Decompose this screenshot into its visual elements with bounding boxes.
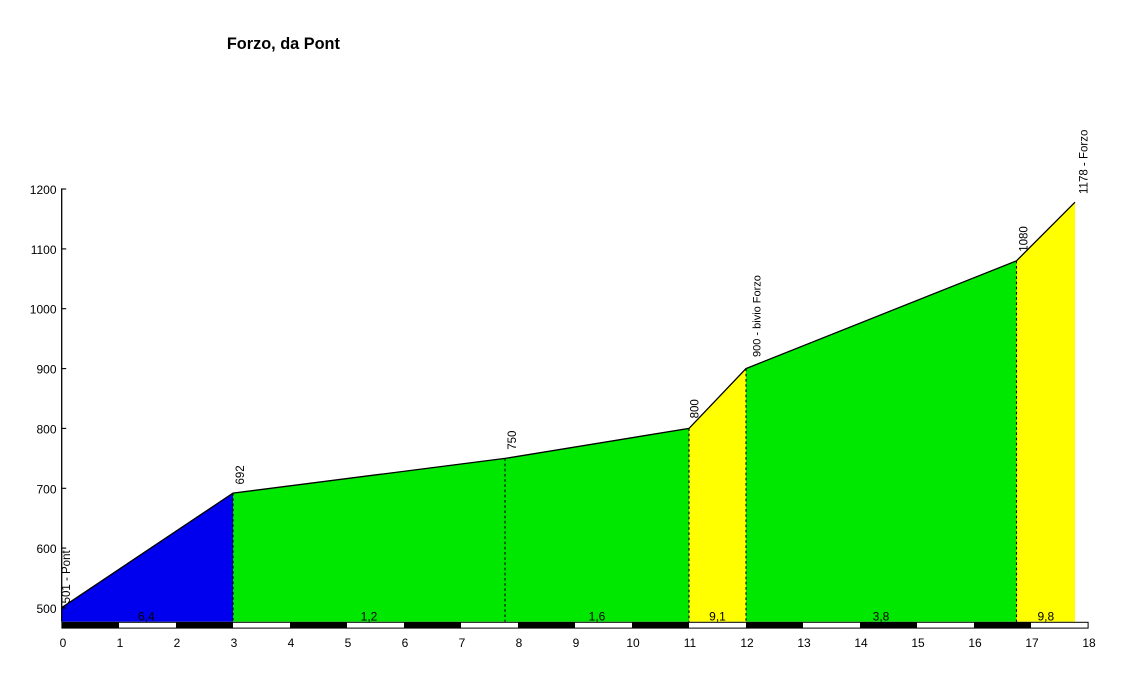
svg-text:1080: 1080 <box>1019 226 1031 252</box>
svg-text:501 - Pont: 501 - Pont <box>61 550 73 604</box>
svg-text:900: 900 <box>36 363 56 377</box>
svg-text:700: 700 <box>36 482 56 496</box>
svg-text:17: 17 <box>1025 636 1039 650</box>
svg-text:900 - bivio Forzo: 900 - bivio Forzo <box>752 275 764 357</box>
svg-text:7: 7 <box>459 636 466 650</box>
svg-text:600: 600 <box>36 542 56 556</box>
svg-text:692: 692 <box>235 465 247 484</box>
svg-text:8: 8 <box>516 636 523 650</box>
svg-text:750: 750 <box>507 431 519 450</box>
svg-text:3: 3 <box>231 636 238 650</box>
svg-text:800: 800 <box>36 422 56 436</box>
svg-text:16: 16 <box>968 636 982 650</box>
svg-text:1200: 1200 <box>30 183 57 197</box>
svg-text:9,1: 9,1 <box>709 609 726 623</box>
svg-text:12: 12 <box>740 636 754 650</box>
svg-text:1178 - Forzo: 1178 - Forzo <box>1079 130 1091 194</box>
svg-text:9,8: 9,8 <box>1037 609 1054 623</box>
svg-text:14: 14 <box>854 636 868 650</box>
svg-text:1,2: 1,2 <box>361 609 378 623</box>
svg-text:15: 15 <box>911 636 925 650</box>
svg-text:4: 4 <box>288 636 295 650</box>
svg-text:1,6: 1,6 <box>589 609 606 623</box>
svg-text:10: 10 <box>626 636 640 650</box>
svg-text:11: 11 <box>684 636 697 650</box>
svg-text:6: 6 <box>402 636 409 650</box>
svg-text:2: 2 <box>174 636 181 650</box>
svg-text:18: 18 <box>1082 636 1096 650</box>
svg-text:Forzo, da Pont: Forzo, da Pont <box>227 35 341 53</box>
svg-text:9: 9 <box>573 636 580 650</box>
svg-text:0: 0 <box>60 636 67 650</box>
svg-text:5: 5 <box>345 636 352 650</box>
svg-text:1100: 1100 <box>31 243 57 257</box>
svg-text:500: 500 <box>36 602 56 616</box>
svg-text:1000: 1000 <box>30 303 57 317</box>
svg-text:800: 800 <box>690 399 702 418</box>
svg-text:6,4: 6,4 <box>138 609 155 623</box>
svg-text:1: 1 <box>117 636 124 650</box>
svg-text:13: 13 <box>797 636 811 650</box>
svg-text:3,8: 3,8 <box>873 609 890 623</box>
